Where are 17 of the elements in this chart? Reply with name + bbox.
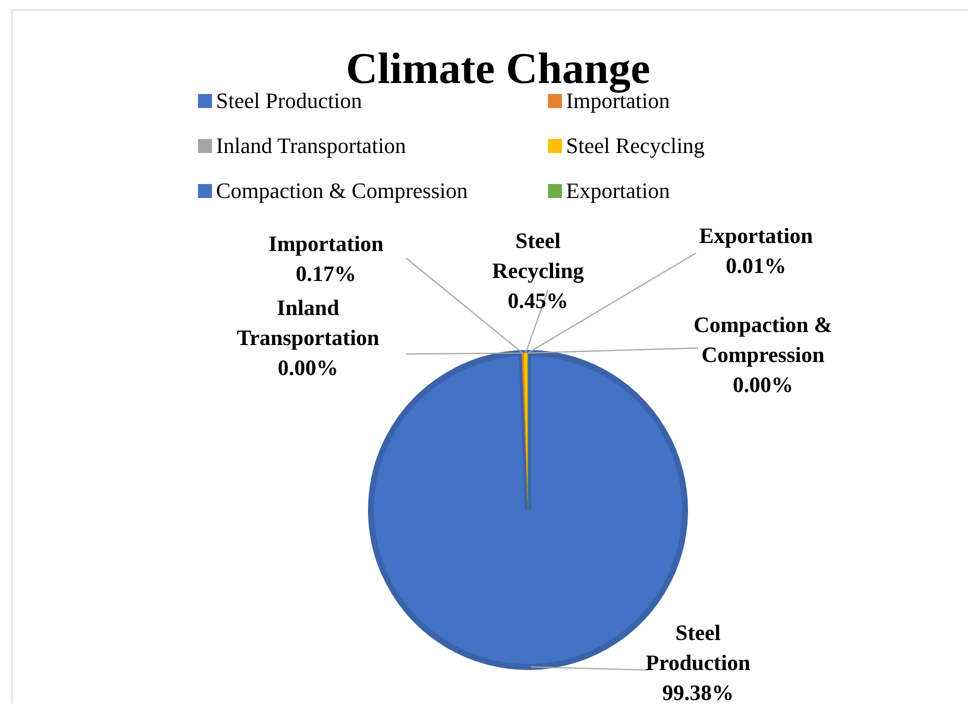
slice-label: Steel Recycling (492, 228, 584, 283)
text: 0.00% (278, 355, 338, 380)
category-label: Compaction & Compression (694, 312, 832, 367)
data-label: 0.45% (508, 288, 568, 313)
legend-label: Exportation (566, 178, 670, 203)
legend-label: Compaction & Compression (216, 178, 468, 203)
legend-label: Steel Production (216, 88, 362, 113)
legend-label: Inland Transportation (216, 133, 406, 158)
data-label: 0.17% (296, 261, 356, 286)
data-label: 99.38% (662, 680, 734, 705)
slice-label: Exportation (699, 223, 813, 248)
data-label: 0.01% (726, 253, 786, 278)
slice-label: Importation (268, 231, 384, 256)
text: 0.00% (732, 372, 794, 397)
legend-label: Steel Recycling (566, 133, 705, 158)
category-label: Inland Transportation (236, 295, 380, 350)
slice-label: Steel Production (646, 620, 750, 675)
